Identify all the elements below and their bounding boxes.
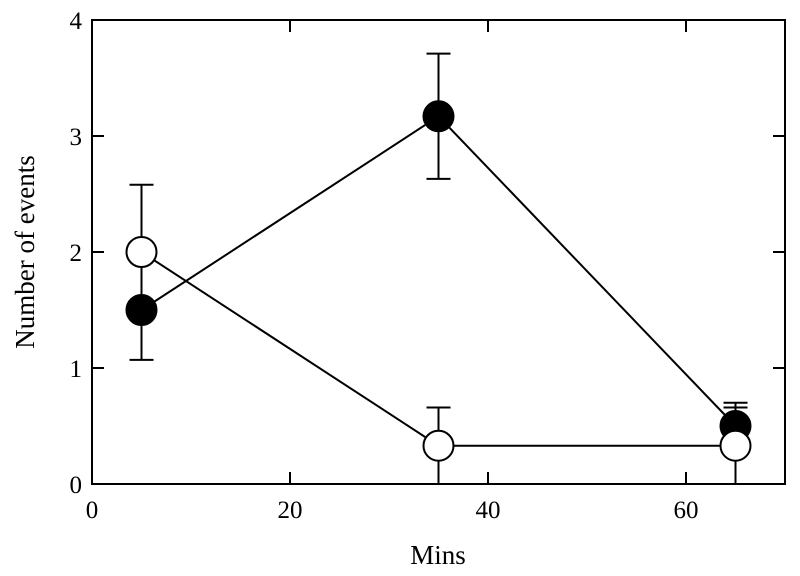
x-tick-label: 0	[86, 497, 99, 524]
data-point	[719, 429, 752, 462]
y-tick-label: 0	[70, 472, 83, 499]
y-tick-label: 3	[70, 124, 83, 151]
y-tick-label: 2	[70, 240, 83, 267]
data-point	[125, 236, 158, 268]
x-tick-label: 60	[674, 497, 699, 524]
y-axis-title: Number of events	[10, 155, 40, 348]
y-tick-label: 1	[70, 356, 83, 383]
data-point	[422, 100, 455, 133]
axis-ticks	[91, 19, 785, 485]
y-tick-label: 4	[70, 8, 83, 35]
x-tick-label: 40	[476, 497, 501, 524]
series-layer	[125, 52, 752, 484]
x-axis-title: Mins	[410, 540, 466, 570]
x-tick-label: 20	[278, 497, 303, 524]
data-point	[422, 429, 455, 462]
axis-tick-labels: 0 20 40 60 0 1 2 3 4	[70, 8, 699, 524]
series-2	[125, 183, 752, 484]
series-1	[125, 52, 752, 451]
